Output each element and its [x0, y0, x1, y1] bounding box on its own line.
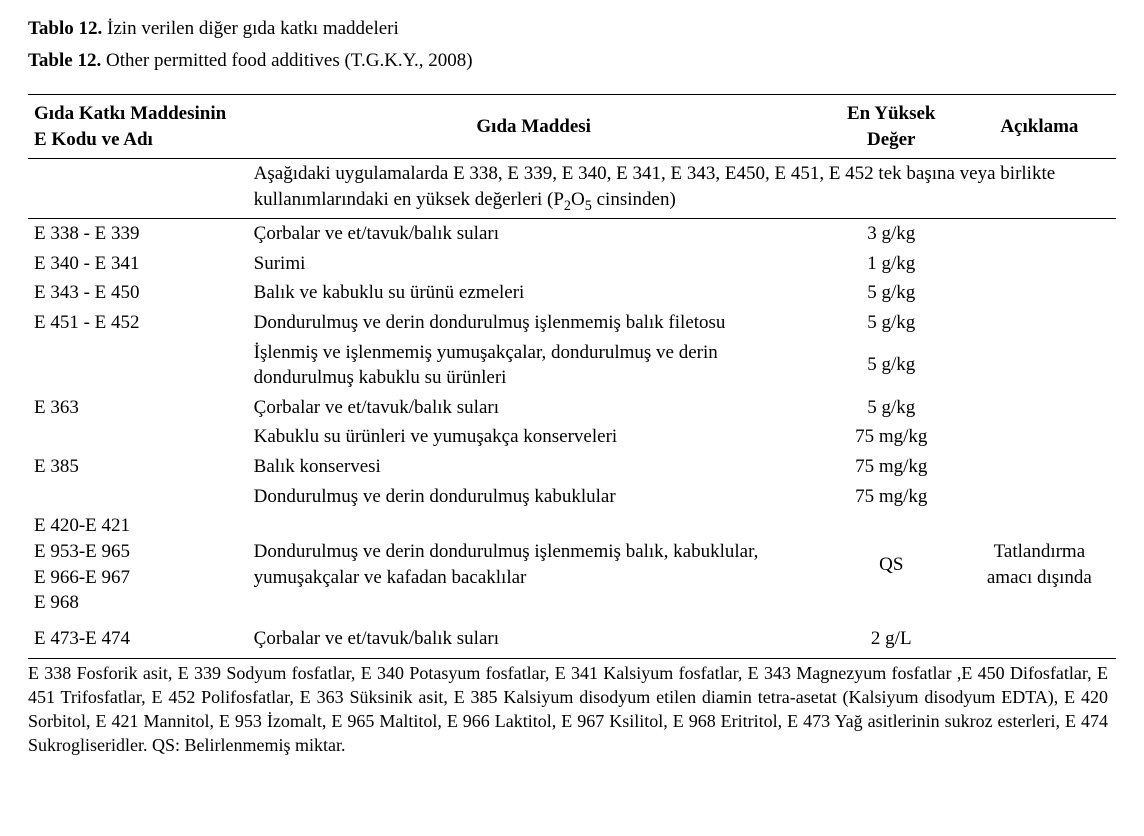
cell-expl — [963, 338, 1116, 393]
multi-code-line: E 953-E 965 — [34, 539, 242, 565]
cell-expl — [963, 452, 1116, 482]
cell-code: E 340 - E 341 — [28, 249, 248, 279]
cell-code: E 473-E 474 — [28, 618, 248, 658]
cell-max: 75 mg/kg — [820, 452, 963, 482]
title-tr: Tablo 12. İzin verilen diğer gıda katkı … — [28, 18, 1116, 40]
cell-food: Çorbalar ve et/tavuk/balık suları — [248, 393, 820, 423]
table-row: Kabuklu su ürünleri ve yumuşakça konserv… — [28, 422, 1116, 452]
cell-food: Çorbalar ve et/tavuk/balık suları — [248, 218, 820, 248]
cell-food: Dondurulmuş ve derin dondurulmuş işlenme… — [248, 308, 820, 338]
cell-expl — [963, 393, 1116, 423]
cell-max: 75 mg/kg — [820, 422, 963, 452]
cell-food: Dondurulmuş ve derin dondurulmuş kabuklu… — [248, 482, 820, 512]
cell-max: 3 g/kg — [820, 218, 963, 248]
cell-code — [28, 422, 248, 452]
cell-max: 2 g/L — [820, 618, 963, 658]
cell-food: Balık ve kabuklu su ürünü ezmeleri — [248, 278, 820, 308]
cell-code: E 363 — [28, 393, 248, 423]
intro-note-row: Aşağıdaki uygulamalarda E 338, E 339, E … — [28, 159, 1116, 219]
intro-note-c: cinsinden) — [592, 189, 676, 210]
cell-code — [28, 482, 248, 512]
table-header-row: Gıda Katkı Maddesinin E Kodu ve Adı Gıda… — [28, 95, 1116, 159]
cell-food: Dondurulmuş ve derin dondurulmuş işlenme… — [248, 511, 820, 618]
cell-max: 1 g/kg — [820, 249, 963, 279]
cell-food: Çorbalar ve et/tavuk/balık suları — [248, 618, 820, 658]
multi-code-line: E 968 — [34, 590, 242, 616]
table-row: Dondurulmuş ve derin dondurulmuş kabuklu… — [28, 482, 1116, 512]
cell-max: 5 g/kg — [820, 308, 963, 338]
table-row: E 385 Balık konservesi 75 mg/kg — [28, 452, 1116, 482]
cell-code-multi: E 420-E 421 E 953-E 965 E 966-E 967 E 96… — [28, 511, 248, 618]
title-tr-text: İzin verilen diğer gıda katkı maddeleri — [102, 18, 399, 39]
cell-food: Balık konservesi — [248, 452, 820, 482]
cell-expl — [963, 278, 1116, 308]
table-row: E 363 Çorbalar ve et/tavuk/balık suları … — [28, 393, 1116, 423]
cell-expl — [963, 218, 1116, 248]
table-row: İşlenmiş ve işlenmemiş yumuşakçalar, don… — [28, 338, 1116, 393]
cell-code — [28, 338, 248, 393]
multi-code-line: E 420-E 421 — [34, 513, 242, 539]
cell-expl — [963, 249, 1116, 279]
cell-expl — [963, 422, 1116, 452]
cell-code: E 343 - E 450 — [28, 278, 248, 308]
cell-max: 5 g/kg — [820, 393, 963, 423]
cell-code: E 451 - E 452 — [28, 308, 248, 338]
title-en-label: Table 12. — [28, 50, 101, 71]
cell-food: Kabuklu su ürünleri ve yumuşakça konserv… — [248, 422, 820, 452]
multi-code-line: E 966-E 967 — [34, 565, 242, 591]
cell-code: E 385 — [28, 452, 248, 482]
cell-max: 5 g/kg — [820, 278, 963, 308]
page: Tablo 12. İzin verilen diğer gıda katkı … — [0, 0, 1144, 786]
cell-max: 75 mg/kg — [820, 482, 963, 512]
cell-code: E 338 - E 339 — [28, 218, 248, 248]
sub-2: 2 — [564, 198, 571, 214]
cell-food: İşlenmiş ve işlenmemiş yumuşakçalar, don… — [248, 338, 820, 393]
intro-note-b: O — [571, 189, 585, 210]
cell-expl — [963, 482, 1116, 512]
footnote: E 338 Fosforik asit, E 339 Sodyum fosfat… — [28, 661, 1108, 758]
cell-food: Surimi — [248, 249, 820, 279]
header-max: En Yüksek Değer — [820, 95, 963, 159]
title-tr-label: Tablo 12. — [28, 18, 102, 39]
title-en: Table 12. Other permitted food additives… — [28, 50, 1116, 72]
table-row: E 338 - E 339 Çorbalar ve et/tavuk/balık… — [28, 218, 1116, 248]
title-en-text: Other permitted food additives (T.G.K.Y.… — [101, 50, 472, 71]
table-row: E 473-E 474 Çorbalar ve et/tavuk/balık s… — [28, 618, 1116, 658]
cell-max: 5 g/kg — [820, 338, 963, 393]
additives-table: Gıda Katkı Maddesinin E Kodu ve Adı Gıda… — [28, 94, 1116, 659]
header-expl: Açıklama — [963, 95, 1116, 159]
sub-5: 5 — [585, 198, 592, 214]
header-code: Gıda Katkı Maddesinin E Kodu ve Adı — [28, 95, 248, 159]
intro-note: Aşağıdaki uygulamalarda E 338, E 339, E … — [248, 159, 1116, 219]
header-food: Gıda Maddesi — [248, 95, 820, 159]
cell-expl — [963, 308, 1116, 338]
table-row: E 340 - E 341 Surimi 1 g/kg — [28, 249, 1116, 279]
table-row: E 343 - E 450 Balık ve kabuklu su ürünü … — [28, 278, 1116, 308]
cell-expl: Tatlandırma amacı dışında — [963, 511, 1116, 618]
intro-empty — [28, 159, 248, 219]
table-row: E 451 - E 452 Dondurulmuş ve derin dondu… — [28, 308, 1116, 338]
cell-max: QS — [820, 511, 963, 618]
table-row-multi: E 420-E 421 E 953-E 965 E 966-E 967 E 96… — [28, 511, 1116, 618]
cell-expl — [963, 618, 1116, 658]
